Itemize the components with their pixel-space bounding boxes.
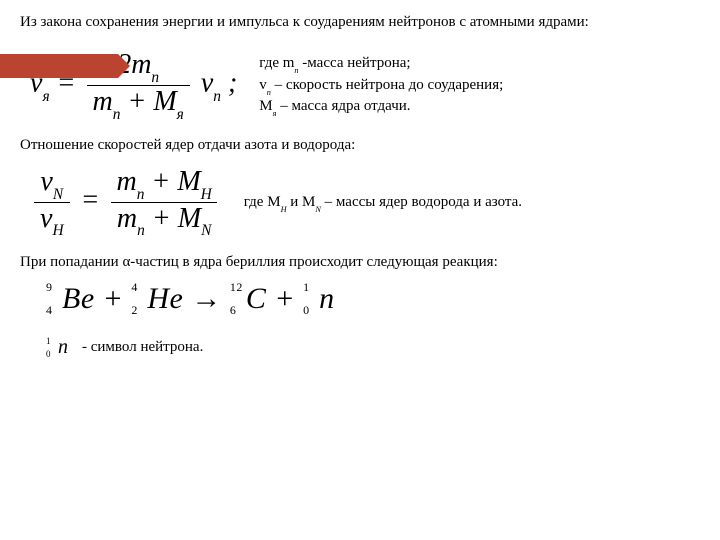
mid-text-2: При попадании α-частиц в ядра бериллия п… bbox=[20, 252, 702, 272]
legend-2: где MH и MN – массы ядер водорода и азот… bbox=[244, 192, 522, 214]
formula-2: vN vH = mn + MH mn + MN bbox=[30, 167, 222, 238]
legend-1: где mn -масса нейтрона; vn – скорость не… bbox=[259, 53, 503, 118]
neutron-symbol: 1 0 n bbox=[46, 336, 68, 359]
reaction-equation: 94Be + 42He → 126C + 10n bbox=[46, 282, 702, 316]
mid-text-1: Отношение скоростей ядер отдачи азота и … bbox=[20, 135, 702, 155]
accent-arrow bbox=[0, 54, 118, 78]
neutron-symbol-label: - символ нейтрона. bbox=[82, 337, 203, 357]
intro-text: Из закона сохранения энергии и импульса … bbox=[20, 12, 702, 32]
